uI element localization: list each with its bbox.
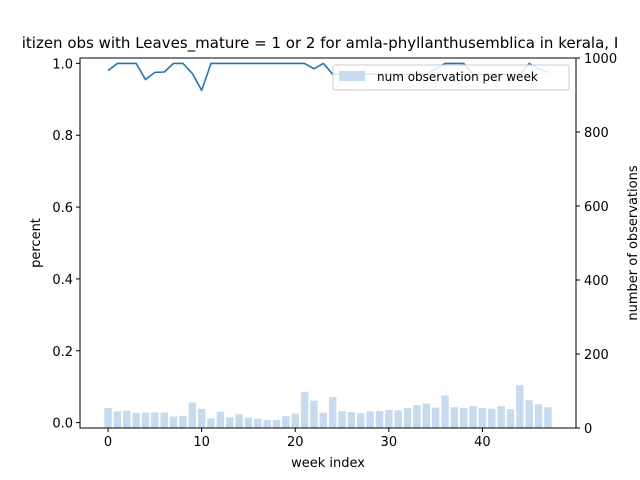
y-left-tick-label: 1.0: [52, 57, 73, 72]
observation-bar: [272, 419, 281, 428]
observation-bar: [544, 407, 552, 428]
y-right-tick-label: 400: [584, 274, 609, 289]
observation-bar: [244, 417, 253, 428]
observation-bar: [319, 412, 328, 428]
observation-bar: [534, 404, 543, 428]
observation-bar: [104, 408, 112, 428]
y-right-tick-label: 1000: [584, 52, 617, 67]
observation-bar: [310, 400, 318, 428]
observation-bar: [431, 407, 440, 428]
observation-bar: [328, 396, 337, 428]
observation-bar: [235, 414, 243, 428]
y-left-tick-label: 0.8: [52, 129, 73, 144]
observation-bar: [366, 411, 374, 428]
y-right-tick-label: 200: [584, 348, 609, 363]
observation-bar: [197, 408, 206, 428]
observation-bar: [441, 395, 449, 428]
observation-bar: [488, 408, 496, 428]
observation-bar: [225, 417, 234, 428]
y-right-tick-label: 600: [584, 200, 609, 215]
observation-bar: [160, 412, 168, 428]
plot-frame: [79, 57, 577, 429]
y-axis-left-ticks: 0.0 0.2 0.4 0.6 0.8 1.0: [52, 57, 80, 432]
observation-bar: [413, 405, 421, 428]
observation-bar: [188, 402, 197, 428]
x-axis-ticks: 0 10 20 30 40: [104, 428, 491, 450]
legend-box: [332, 64, 570, 91]
observation-bar: [422, 403, 431, 428]
observation-bar: [403, 408, 412, 428]
y-left-tick-label: 0.6: [52, 201, 73, 216]
observation-bar: [385, 409, 393, 428]
y-left-tick-label: 0.0: [52, 417, 73, 432]
y-right-tick-label: 800: [584, 126, 609, 141]
observation-bar: [282, 416, 290, 428]
observation-bar: [525, 400, 533, 428]
legend-swatch: [339, 71, 365, 81]
x-tick-label: 30: [381, 435, 398, 450]
observation-bar: [375, 410, 384, 428]
observation-bar: [394, 410, 402, 428]
y-left-tick-label: 0.2: [52, 345, 73, 360]
observation-bar: [450, 407, 459, 428]
observation-bar: [207, 418, 215, 428]
observation-bar: [113, 411, 122, 428]
y-axis-left-label: percent: [29, 218, 44, 268]
observation-bar: [357, 413, 365, 428]
observation-bar: [469, 406, 477, 428]
observation-bar: [169, 416, 178, 428]
observation-bar: [151, 412, 159, 428]
observation-bar: [516, 385, 524, 428]
y-axis-right-ticks: 0 200 400 600 800 1000: [576, 52, 617, 437]
x-axis-label: week index: [291, 456, 365, 471]
observation-bar: [347, 412, 356, 428]
x-tick-label: 40: [474, 435, 491, 450]
bars-layer: [104, 385, 552, 428]
observation-bar: [216, 411, 225, 428]
observation-bar: [132, 412, 140, 428]
y-axis-right-label: number of observations: [626, 165, 640, 320]
observation-bar: [254, 418, 262, 428]
observation-bar: [459, 408, 468, 428]
observation-bar: [263, 419, 271, 428]
chart-title: itizen obs with Leaves_mature = 1 or 2 f…: [22, 34, 619, 53]
observation-bar: [123, 410, 131, 428]
observation-bar: [300, 391, 309, 428]
legend: num observation per week: [332, 64, 570, 91]
x-tick-label: 10: [193, 435, 210, 450]
observation-bar: [497, 406, 505, 428]
x-tick-label: 20: [287, 435, 304, 450]
observation-bar: [141, 412, 150, 428]
observation-bar: [478, 408, 487, 428]
x-tick-label: 0: [104, 435, 112, 450]
legend-label: num observation per week: [377, 70, 538, 84]
y-right-tick-label: 0: [584, 422, 592, 437]
observation-bar: [506, 409, 515, 428]
observation-bar: [338, 410, 346, 428]
observation-bar: [179, 415, 187, 428]
y-left-tick-label: 0.4: [52, 273, 73, 288]
observation-bar: [291, 413, 299, 428]
